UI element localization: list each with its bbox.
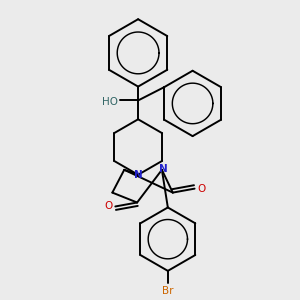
Text: O: O bbox=[197, 184, 206, 194]
Text: N: N bbox=[160, 164, 168, 174]
Text: N: N bbox=[134, 170, 142, 180]
Text: HO: HO bbox=[102, 98, 119, 107]
Text: Br: Br bbox=[162, 286, 174, 296]
Text: O: O bbox=[104, 202, 112, 212]
